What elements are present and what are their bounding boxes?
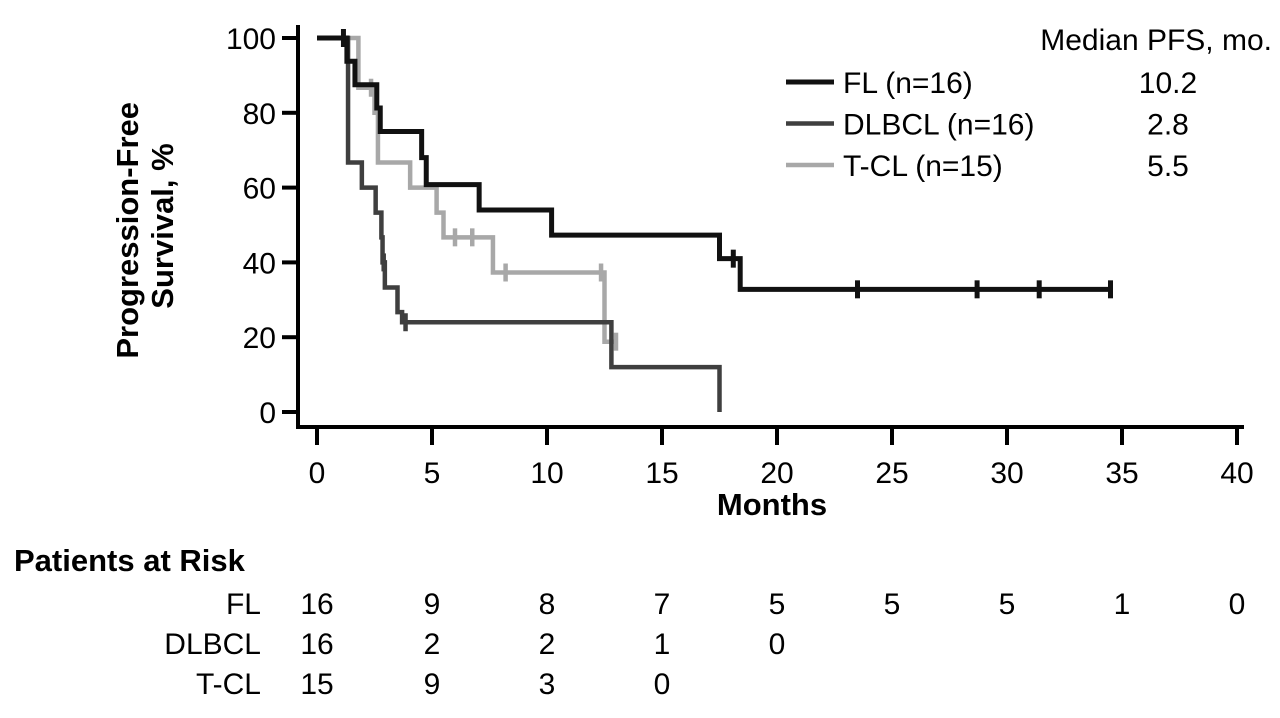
y-tick-label-40: 40 <box>243 247 276 280</box>
risk-row-label-fl: FL <box>226 588 261 621</box>
risk-value-dlbcl-m10: 2 <box>539 628 556 661</box>
x-axis-ticks: 0 5 10 15 20 25 30 35 40 <box>309 429 1254 490</box>
legend: Median PFS, mo. FL (n=16) 10.2 DLBCL (n=16… <box>786 24 1272 183</box>
patients-at-risk-rows: FL 16 9 8 7 5 5 5 1 0 DLBCL 16 2 2 1 0 T-CL 15 9 3 0 <box>164 588 1245 701</box>
risk-value-dlbcl-m20: 0 <box>769 628 786 661</box>
x-tick-label-35: 35 <box>1105 457 1138 490</box>
legend-label-dlbcl: DLBCL (n=16) <box>843 109 1034 142</box>
risk-value-fl-m35: 1 <box>1114 588 1131 621</box>
legend-median-dlbcl: 2.8 <box>1147 109 1189 142</box>
y-tick-label-100: 100 <box>226 23 276 56</box>
legend-label-t-cl: T-CL (n=15) <box>843 150 1003 183</box>
risk-value-fl-m5: 9 <box>424 588 441 621</box>
risk-row-label-dlbcl: DLBCL <box>164 628 261 661</box>
axes <box>296 25 1244 429</box>
y-axis-title-line1: Progression-Free <box>110 102 145 359</box>
risk-value-dlbcl-m0: 16 <box>300 628 333 661</box>
risk-value-dlbcl-m15: 1 <box>654 628 671 661</box>
legend-median-t-cl: 5.5 <box>1147 150 1189 183</box>
y-axis-title: Progression-Free Survival, % <box>110 93 180 358</box>
y-tick-label-60: 60 <box>243 173 276 206</box>
legend-label-fl: FL (n=16) <box>843 67 973 100</box>
risk-value-fl-m0: 16 <box>300 588 333 621</box>
risk-row-label-t-cl: T-CL <box>196 668 261 701</box>
risk-value-fl-m15: 7 <box>654 588 671 621</box>
y-axis-title-line2: Survival, % <box>145 143 180 308</box>
risk-value-fl-m40: 0 <box>1229 588 1246 621</box>
risk-value-dlbcl-m5: 2 <box>424 628 441 661</box>
x-tick-label-0: 0 <box>309 457 326 490</box>
x-tick-label-30: 30 <box>990 457 1023 490</box>
patients-at-risk-header: Patients at Risk <box>14 543 246 578</box>
y-tick-label-80: 80 <box>243 98 276 131</box>
risk-value-t-cl-m10: 3 <box>539 668 556 701</box>
legend-rows: FL (n=16) 10.2 DLBCL (n=16) 2.8 T-CL (n=15) 5… <box>786 67 1197 183</box>
survival-curves <box>317 29 1113 412</box>
risk-value-t-cl-m15: 0 <box>654 668 671 701</box>
x-tick-label-10: 10 <box>530 457 563 490</box>
x-axis-title: Months <box>717 487 827 522</box>
risk-value-fl-m20: 5 <box>769 588 786 621</box>
x-tick-label-20: 20 <box>760 457 793 490</box>
risk-value-t-cl-m0: 15 <box>300 668 333 701</box>
risk-value-t-cl-m5: 9 <box>424 668 441 701</box>
legend-median-fl: 10.2 <box>1139 67 1197 100</box>
x-tick-label-25: 25 <box>875 457 908 490</box>
y-axis-ticks: 100 80 60 40 20 0 <box>226 23 296 430</box>
x-tick-label-40: 40 <box>1220 457 1253 490</box>
risk-value-fl-m25: 5 <box>884 588 901 621</box>
legend-median-header: Median PFS, mo. <box>1040 24 1272 57</box>
risk-value-fl-m30: 5 <box>999 588 1016 621</box>
y-tick-label-0: 0 <box>259 397 276 430</box>
patients-at-risk-table: Patients at Risk FL 16 9 8 7 5 5 5 1 0 DLBCL 16 2 2 1 0… <box>14 543 1245 701</box>
risk-value-fl-m10: 8 <box>539 588 556 621</box>
x-tick-label-15: 15 <box>645 457 678 490</box>
x-tick-label-5: 5 <box>424 457 441 490</box>
km-curve-fl <box>317 35 1111 292</box>
y-tick-label-20: 20 <box>243 322 276 355</box>
